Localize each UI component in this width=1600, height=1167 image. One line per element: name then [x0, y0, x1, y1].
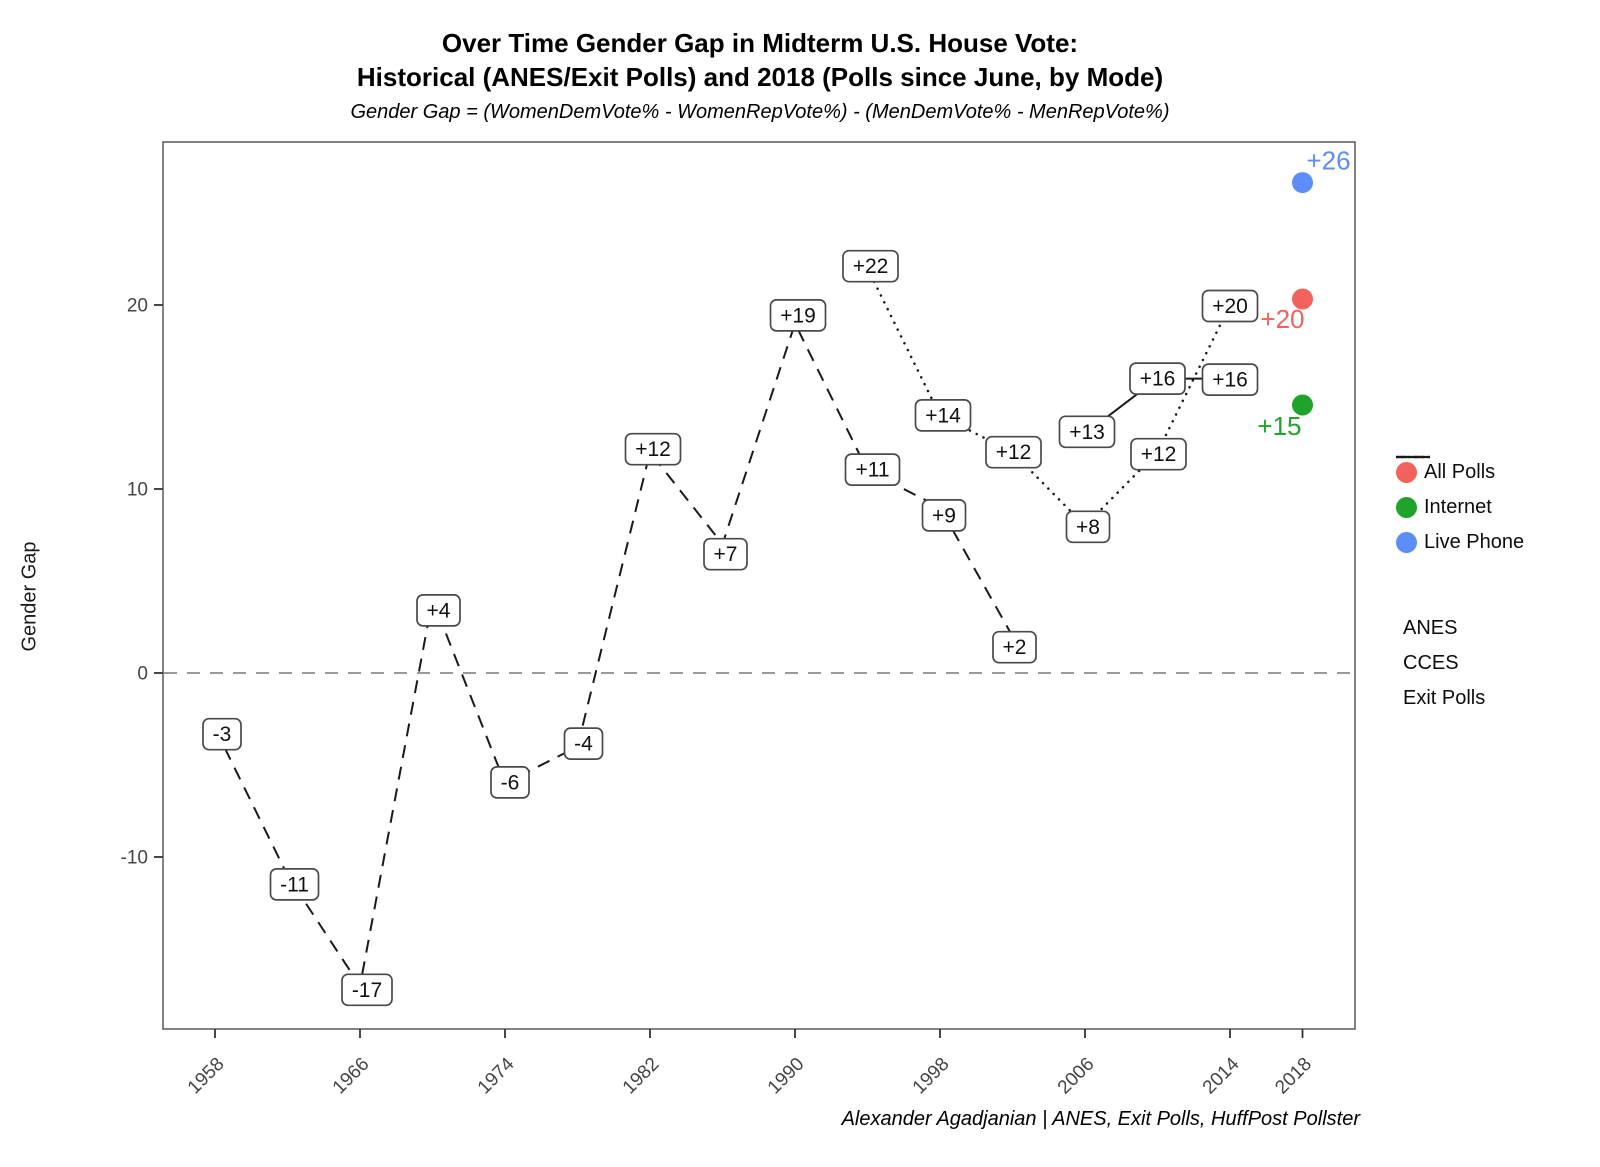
x-tick-label: 1958	[184, 1054, 229, 1099]
value-label-box	[490, 766, 530, 799]
poll-mode-points-2018: +26 +20 +15	[1257, 146, 1350, 441]
exit-polls-line	[866, 266, 1232, 528]
cces-labels: +13 +16 +16	[1058, 362, 1259, 449]
x-tick-label: 2018	[1271, 1054, 1316, 1099]
exit-polls-labels: +22 +14 +12 +8 +12 +20	[842, 249, 1259, 544]
x-tick-label: 1990	[764, 1054, 809, 1099]
legend-item-cces: CCES	[1396, 455, 1524, 681]
y-tick-label: 0	[137, 664, 148, 685]
all-polls-dot-icon	[1396, 462, 1417, 483]
legend-label-exit-polls: Exit Polls	[1403, 687, 1486, 709]
value-label-box	[563, 727, 604, 760]
title-block: Over Time Gender Gap in Midterm U.S. Hou…	[0, 26, 1520, 124]
value-label-box	[1058, 415, 1116, 449]
value-label: +13	[1069, 421, 1105, 444]
value-label-box	[1129, 362, 1186, 395]
value-label-box	[844, 453, 901, 486]
legend-label-anes: ANES	[1403, 617, 1458, 639]
legend-poll-modes: All Polls Internet Live Phone	[1396, 455, 1524, 560]
x-tick-label: 2014	[1199, 1053, 1244, 1098]
value-label-box	[1130, 437, 1187, 471]
anes-line	[214, 320, 1014, 989]
value-label: +8	[1076, 516, 1100, 539]
live-phone-point	[1292, 172, 1313, 194]
value-label-box	[1201, 363, 1259, 396]
value-label: +14	[925, 404, 961, 427]
x-tick-label: 1974	[474, 1053, 519, 1098]
value-label: +11	[855, 459, 889, 482]
y-tick-label: 10	[127, 480, 148, 501]
legend-item-exit-polls: Exit Polls	[1396, 455, 1524, 716]
value-label: +2	[1003, 636, 1027, 659]
value-label: +4	[427, 599, 451, 622]
value-label-box	[1065, 510, 1111, 544]
x-tick-label: 1998	[909, 1054, 954, 1099]
value-label-box	[992, 630, 1037, 664]
legend-label-all-polls: All Polls	[1424, 461, 1496, 483]
x-axis: 1958 1966 1974 1982 1990 1998 2006 2014 2018	[184, 1029, 1316, 1098]
legend-label-live-phone: Live Phone	[1424, 531, 1525, 553]
value-label-box	[921, 499, 967, 532]
x-tick-label: 1966	[329, 1054, 374, 1099]
legend-item-anes: ANES	[1396, 455, 1524, 646]
value-label: +7	[714, 543, 738, 566]
value-label-box	[703, 537, 748, 571]
value-label-box	[914, 399, 972, 432]
y-tick-label: -10	[121, 848, 148, 869]
value-label: +12	[635, 438, 671, 461]
value-label-box	[269, 868, 320, 901]
x-tick-label: 2006	[1054, 1054, 1099, 1099]
value-label-box	[341, 973, 393, 1007]
value-label-box	[985, 435, 1042, 469]
legend-label-internet: Internet	[1424, 496, 1492, 518]
value-label-box	[624, 432, 682, 466]
internet-point-label: +15	[1257, 411, 1301, 441]
value-label: -4	[574, 733, 593, 756]
panel-border	[162, 141, 1356, 1030]
value-label: +12	[996, 441, 1032, 464]
dotted-line-icon	[1396, 455, 1430, 459]
value-label: +12	[1141, 443, 1177, 466]
value-label: -6	[501, 771, 520, 794]
chart-title-line2: Historical (ANES/Exit Polls) and 2018 (P…	[356, 62, 1164, 92]
value-label-box	[842, 249, 899, 283]
value-label: -3	[213, 723, 232, 746]
internet-dot-icon	[1396, 497, 1417, 518]
legend-item-all-polls: All Polls	[1396, 455, 1524, 490]
legend-sources: ANES CCES Exit Polls	[1396, 455, 1524, 716]
legend-item-internet: Internet	[1396, 490, 1524, 525]
value-label: +19	[780, 304, 816, 327]
y-tick-label: 20	[127, 296, 148, 317]
internet-point	[1292, 394, 1313, 416]
legend-item-live-phone: Live Phone	[1396, 525, 1524, 560]
chart-subtitle: Gender Gap = (WomenDemVote% - WomenRepVo…	[350, 101, 1170, 123]
legend-label-cces: CCES	[1403, 652, 1459, 674]
value-label: -11	[280, 873, 309, 896]
value-label: -17	[352, 979, 382, 1002]
value-label-box	[416, 594, 461, 627]
x-tick-label: 1982	[619, 1054, 664, 1099]
value-label-box	[1201, 289, 1259, 323]
legend: All Polls Internet Live Phone ANES CCES	[1396, 455, 1524, 716]
source-caption: Alexander Agadjanian | ANES, Exit Polls,…	[841, 1108, 1360, 1130]
anes-labels: -3 -11 -17 +4 -6 -4 +12 +7 +19 +11 +9 +2	[202, 299, 1037, 1007]
y-axis: 20 10 0 -10	[121, 296, 163, 869]
value-label: +20	[1212, 295, 1248, 318]
all-polls-point-label: +20	[1260, 304, 1304, 334]
value-label-box	[202, 717, 242, 751]
value-label: +22	[853, 255, 889, 278]
all-polls-point	[1292, 288, 1313, 310]
live-phone-dot-icon	[1396, 532, 1417, 553]
value-label-box	[769, 299, 827, 332]
chart-title-line1: Over Time Gender Gap in Midterm U.S. Hou…	[441, 28, 1079, 58]
value-label: +16	[1212, 369, 1248, 392]
value-label: +9	[932, 504, 956, 527]
value-label: +16	[1140, 368, 1176, 391]
live-phone-point-label: +26	[1307, 146, 1351, 176]
